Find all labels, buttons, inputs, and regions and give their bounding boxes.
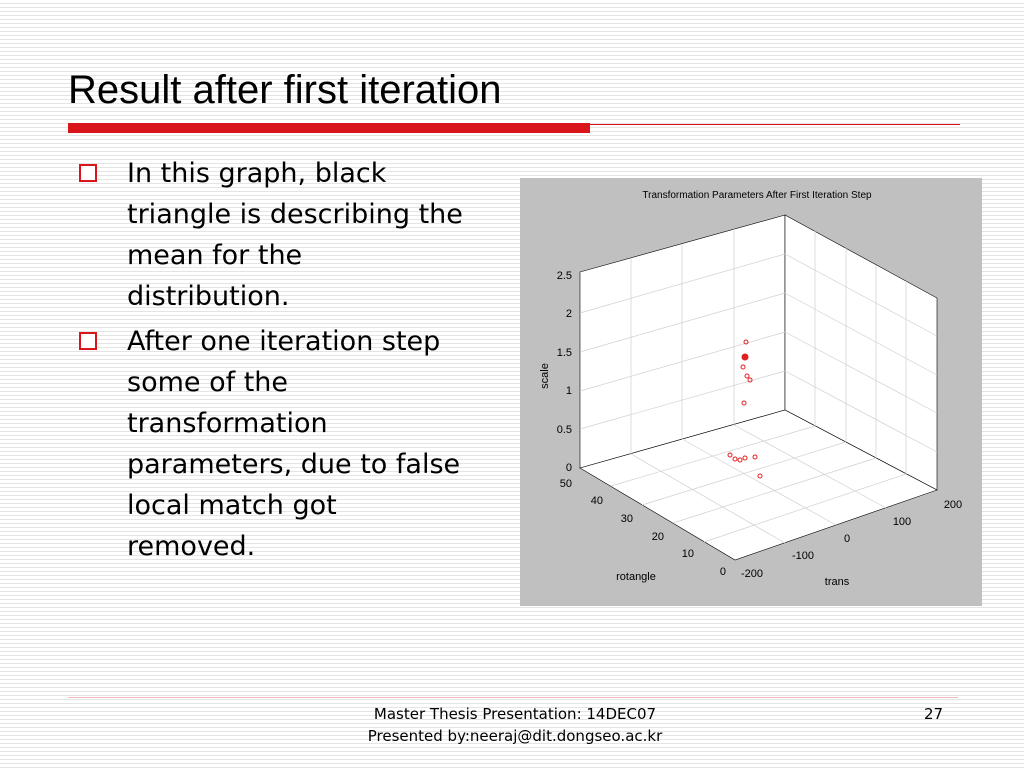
x-axis-label: trans [825,576,850,588]
z-tick-label: 2.5 [557,270,572,282]
footer-rule [68,697,958,698]
z-tick-label: 1.5 [557,347,572,359]
scatter-points [727,339,763,479]
x-tick-label: -100 [792,550,814,562]
x-tick-label: 100 [893,516,911,528]
y-tick-label: 40 [591,495,603,507]
figure-title: Transformation Parameters After First It… [642,190,872,201]
bullet-list: In this graph, black triangle is describ… [75,153,475,571]
bullet-text: After one iteration step some of the tra… [127,326,461,562]
y-tick-label: 0 [720,566,726,578]
z-tick-label: 0 [566,462,572,474]
z-tick-label: 1 [566,385,572,397]
plot: Transformation Parameters After First It… [539,190,962,588]
z-axis-label: scale [539,363,551,389]
bullet: After one iteration step some of the tra… [75,321,467,567]
floor [579,409,938,561]
page-number: 27 [924,705,944,723]
x-tick-label: 200 [944,499,962,511]
grid [579,229,938,544]
z-tick-label: 0.5 [557,424,572,436]
y-tick-label: 10 [682,548,694,560]
y-tick-label: 20 [652,531,664,543]
y-axis-label: rotangle [616,571,656,583]
x-tick-label: 0 [844,533,850,545]
z-tick-label: 2 [566,308,572,320]
y-tick-label: 30 [621,513,633,525]
figure: Transformation Parameters After First It… [520,178,982,606]
footer-line: Master Thesis Presentation: 14DEC07 [373,705,657,723]
bullet-icon [79,164,97,182]
bullet: In this graph, black triangle is describ… [75,153,467,317]
x-tick-label: -200 [741,568,763,580]
title-rule [590,124,960,125]
slide-title: Result after first iteration [68,68,502,112]
bullet-text: In this graph, black triangle is describ… [127,158,463,312]
title-bar [68,123,590,133]
bullet-icon [79,332,97,350]
footer-line: Presented by:neeraj@dit.dongseo.ac.kr [367,727,663,745]
y-tick-label: 50 [560,478,572,490]
